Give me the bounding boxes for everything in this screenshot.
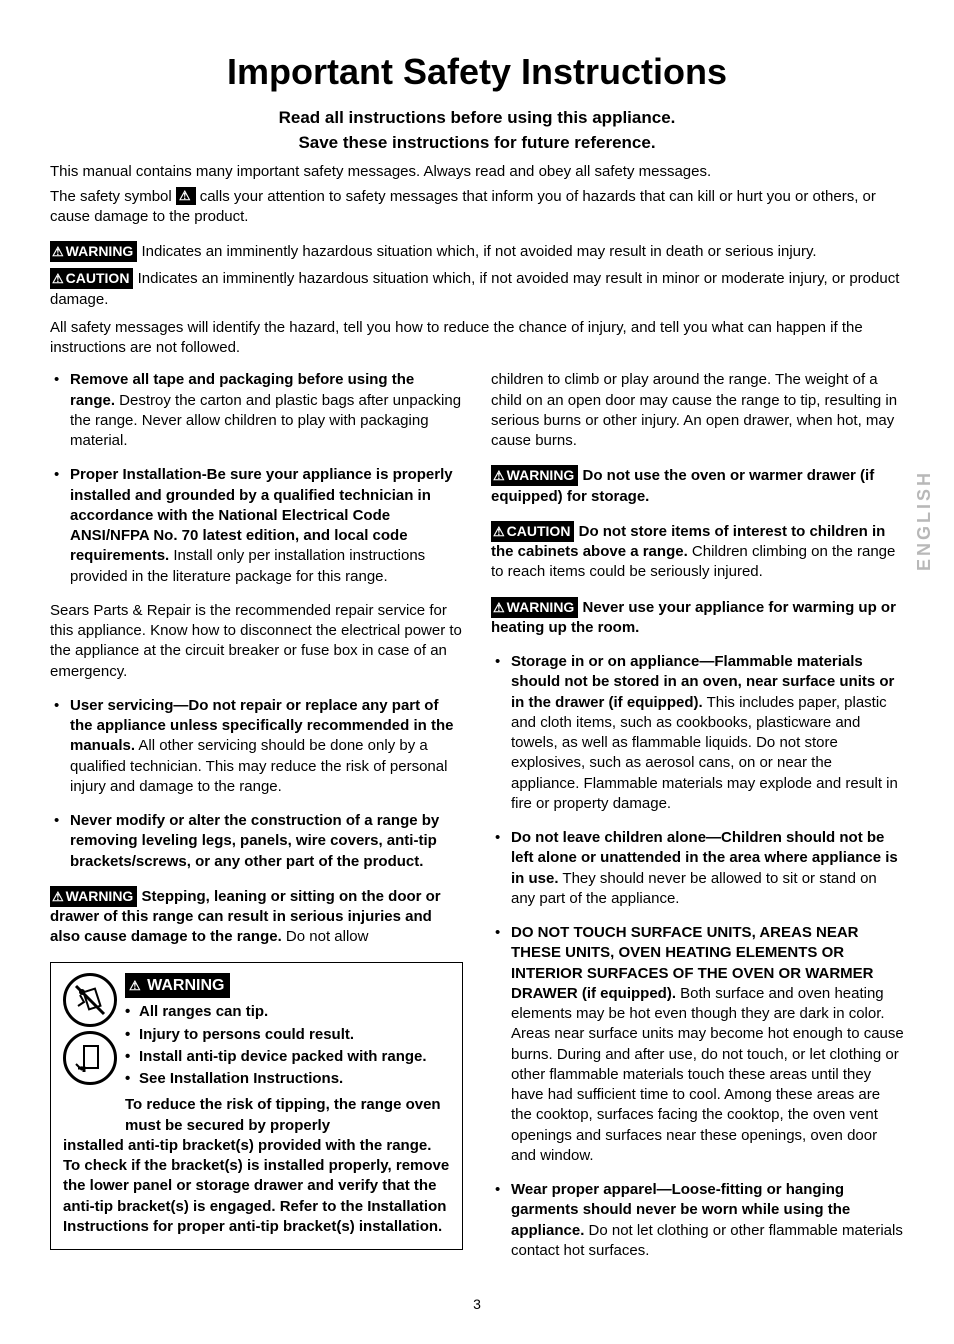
alert-icon: ⚠ (176, 187, 196, 205)
page-title: Important Safety Instructions (50, 48, 904, 97)
closing-intro: All safety messages will identify the ha… (50, 318, 904, 359)
list-item: See Installation Instructions. (125, 1069, 450, 1089)
tip-para-b: installed anti-tip bracket(s) provided w… (63, 1136, 450, 1237)
list-item: Storage in or on appliance—Flammable mat… (491, 652, 904, 814)
bracket-icon (63, 1031, 117, 1085)
list-item: All ranges can tip. (125, 1002, 450, 1022)
page-number: 3 (50, 1295, 904, 1314)
intro-p2: The safety symbol ⚠ calls your attention… (50, 187, 904, 228)
anti-tip-box: ⚠ WARNING All ranges can tip. Injury to … (50, 962, 463, 1250)
tip-over-icon (63, 973, 117, 1027)
language-tab: ENGLISH (912, 470, 936, 571)
list-item: Never modify or alter the construction o… (50, 811, 463, 872)
list-item: Proper Installation-Be sure your applian… (50, 465, 463, 587)
list-item: Wear proper apparel—Loose-fitting or han… (491, 1180, 904, 1261)
tip-icons (63, 973, 117, 1085)
caution-badge: ⚠CAUTION (50, 268, 133, 289)
warning-badge: ⚠WARNING (491, 597, 578, 618)
left-column: Remove all tape and packaging before usi… (50, 370, 463, 1250)
list-item: DO NOT TOUCH SURFACE UNITS, AREAS NEAR T… (491, 923, 904, 1166)
list-item: Remove all tape and packaging before usi… (50, 370, 463, 451)
def-warning: ⚠WARNING Indicates an imminently hazardo… (50, 241, 904, 262)
warning-badge: ⚠WARNING (50, 241, 137, 262)
warning-storage: ⚠WARNING Do not use the oven or warmer d… (491, 465, 904, 507)
subhead-line-1: Read all instructions before using this … (50, 107, 904, 130)
warning-badge: ⚠WARNING (491, 465, 578, 486)
caution-badge: ⚠CAUTION (491, 521, 574, 542)
sears-para: Sears Parts & Repair is the recommended … (50, 601, 463, 682)
list-item: User servicing—Do not repair or replace … (50, 696, 463, 797)
warning-heat-room: ⚠WARNING Never use your appliance for wa… (491, 597, 904, 639)
def-caution: ⚠CAUTION Indicates an imminently hazardo… (50, 268, 904, 310)
list-item: Install anti-tip device packed with rang… (125, 1047, 450, 1067)
list-item: Injury to persons could result. (125, 1025, 450, 1045)
list-item: Do not leave children alone—Children sho… (491, 828, 904, 909)
warning-badge-large: ⚠ WARNING (125, 973, 230, 999)
subhead-line-2: Save these instructions for future refer… (50, 132, 904, 155)
warning-stepping: ⚠WARNING Stepping, leaning or sitting on… (50, 886, 463, 948)
right-top-continuation: children to climb or play around the ran… (491, 370, 904, 451)
two-column-body: Remove all tape and packaging before usi… (50, 370, 904, 1275)
warning-badge: ⚠WARNING (50, 886, 137, 907)
right-column: children to climb or play around the ran… (491, 370, 904, 1275)
intro-p1: This manual contains many important safe… (50, 162, 904, 182)
caution-children: ⚠CAUTION Do not store items of interest … (491, 521, 904, 583)
definitions: ⚠WARNING Indicates an imminently hazardo… (50, 241, 904, 310)
tip-para-a: To reduce the risk of tipping, the range… (125, 1095, 450, 1136)
intro-block: This manual contains many important safe… (50, 162, 904, 227)
